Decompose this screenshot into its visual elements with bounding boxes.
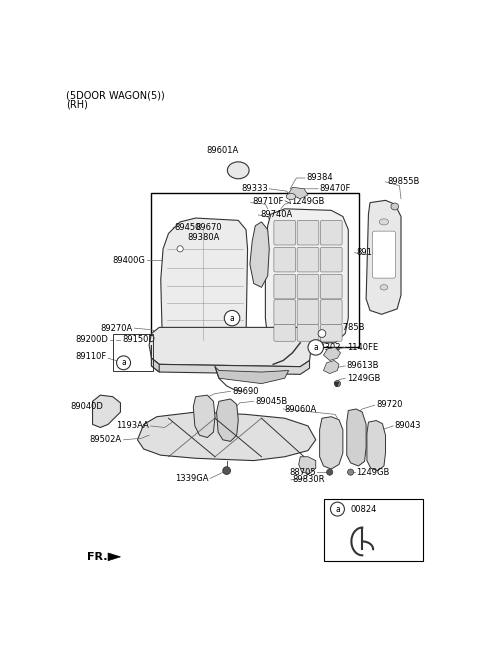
Text: 89601A: 89601A [206,146,239,155]
Polygon shape [137,412,316,461]
FancyBboxPatch shape [321,274,342,299]
FancyBboxPatch shape [274,324,296,341]
Text: 89040D: 89040D [71,402,103,411]
Circle shape [348,469,354,475]
Text: a: a [121,358,126,367]
Text: 89110F: 89110F [75,352,107,361]
Text: 89302: 89302 [314,343,341,352]
Text: 89043: 89043 [395,422,421,430]
Text: 89690: 89690 [232,387,259,396]
Text: 89146B: 89146B [356,248,388,258]
Polygon shape [193,395,215,438]
Ellipse shape [391,203,399,210]
FancyBboxPatch shape [297,248,319,272]
Text: 89855B: 89855B [387,177,420,185]
Text: (5DOOR WAGON(5)): (5DOOR WAGON(5)) [66,90,165,100]
Polygon shape [299,457,316,474]
Polygon shape [108,553,120,561]
Polygon shape [324,348,340,361]
Circle shape [117,356,131,370]
Text: 1193AA: 1193AA [116,422,149,430]
Text: 1249GB: 1249GB [347,374,380,383]
Polygon shape [152,345,159,372]
Polygon shape [265,209,348,343]
FancyBboxPatch shape [274,300,296,324]
Circle shape [326,469,333,475]
Text: 1140FE: 1140FE [347,343,378,352]
FancyBboxPatch shape [297,220,319,245]
Polygon shape [288,187,308,199]
Polygon shape [152,358,310,374]
Text: (RH): (RH) [66,99,88,109]
Polygon shape [366,201,401,314]
Polygon shape [149,328,312,367]
Circle shape [224,310,240,326]
Text: 89502A: 89502A [90,436,122,444]
Text: 1339GA: 1339GA [175,474,209,483]
Polygon shape [320,416,343,469]
Text: 89060A: 89060A [285,404,317,414]
FancyBboxPatch shape [297,324,319,341]
Bar [324,499,423,561]
Text: 00824: 00824 [350,504,377,514]
Ellipse shape [379,219,389,225]
Text: a: a [229,314,234,322]
Text: 89333: 89333 [241,184,268,193]
Ellipse shape [228,162,249,179]
FancyBboxPatch shape [297,274,319,299]
Text: 89613B: 89613B [347,361,379,370]
Text: 88705: 88705 [289,467,316,477]
Polygon shape [347,409,366,466]
FancyBboxPatch shape [274,274,296,299]
Text: 89380A: 89380A [188,233,220,242]
Text: a: a [313,343,318,352]
FancyBboxPatch shape [372,231,396,278]
Text: a: a [335,504,340,514]
FancyBboxPatch shape [321,248,342,272]
Circle shape [177,246,183,252]
Text: 89384: 89384 [306,173,333,183]
Ellipse shape [380,285,388,290]
Text: 1249GB: 1249GB [291,197,324,206]
FancyBboxPatch shape [321,300,342,324]
Text: 89150D: 89150D [122,335,155,344]
Circle shape [223,467,230,475]
Text: 46785B: 46785B [333,323,365,332]
Text: FR.: FR. [87,552,108,562]
FancyBboxPatch shape [274,220,296,245]
FancyBboxPatch shape [321,220,342,245]
Ellipse shape [286,193,296,199]
Bar [113,334,153,371]
Polygon shape [216,399,238,442]
Circle shape [335,381,340,387]
Polygon shape [215,367,288,383]
Polygon shape [161,218,248,340]
Text: 89720: 89720 [376,400,403,409]
Text: 1249GB: 1249GB [356,467,389,477]
Text: 89270A: 89270A [101,324,133,332]
Circle shape [330,502,345,516]
Text: 89200D: 89200D [75,335,108,344]
Text: 89740A: 89740A [260,210,292,218]
Text: 89670: 89670 [196,223,222,232]
Circle shape [308,340,324,355]
Text: 89400G: 89400G [112,256,145,265]
FancyBboxPatch shape [297,300,319,324]
FancyBboxPatch shape [274,248,296,272]
Polygon shape [324,361,339,373]
Text: 89830R: 89830R [292,475,325,485]
Bar [152,193,359,348]
Polygon shape [93,395,120,428]
Text: 89470F: 89470F [320,184,351,193]
FancyBboxPatch shape [321,324,342,341]
Polygon shape [367,420,385,471]
Circle shape [318,330,326,338]
Text: 89045B: 89045B [255,397,288,406]
Text: 89710F: 89710F [252,197,284,206]
Polygon shape [250,222,269,287]
Text: 89450: 89450 [175,223,201,232]
